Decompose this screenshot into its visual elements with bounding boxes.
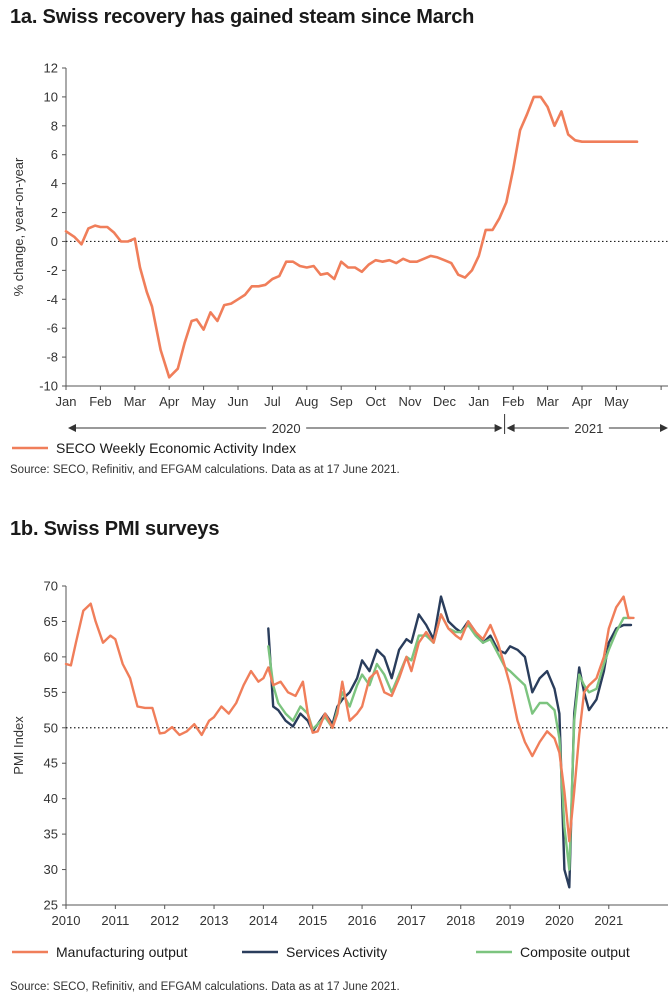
x-tick-label: Jun [228, 394, 249, 409]
arrow-right-icon [494, 424, 503, 432]
x-tick-label: Jan [468, 394, 489, 409]
legend-label: Manufacturing output [56, 944, 188, 960]
y-tick-label: -10 [39, 379, 58, 394]
legend-label: Composite output [520, 944, 630, 960]
x-tick-label: 2021 [594, 913, 623, 928]
y-tick-label: 10 [44, 89, 58, 104]
x-tick-label: 2020 [545, 913, 574, 928]
y-tick-label: -8 [46, 350, 58, 365]
arrow-right-icon [660, 424, 668, 432]
chart-1b-source: Source: SECO, Refinitiv, and EFGAM calcu… [10, 981, 400, 993]
y-tick-label: 25 [44, 898, 58, 913]
x-tick-label: 2013 [200, 913, 229, 928]
x-tick-label: Feb [502, 394, 524, 409]
series-line-services [267, 595, 633, 889]
year-label-bg [568, 420, 609, 436]
chart-1a-source: Source: SECO, Refinitiv, and EFGAM calcu… [10, 464, 400, 476]
y-tick-label: 4 [51, 176, 58, 191]
x-tick-label: 2011 [101, 913, 129, 928]
x-tick-label: May [191, 394, 216, 409]
x-tick-label: Jan [56, 394, 77, 409]
y-tick-label: 0 [51, 234, 58, 249]
y-axis-label: % change, year-on-year [11, 157, 26, 296]
x-tick-label: 2012 [150, 913, 179, 928]
y-tick-label: -6 [46, 321, 58, 336]
x-tick-label: Apr [572, 394, 593, 409]
y-tick-label: 65 [44, 614, 58, 629]
y-tick-label: 55 [44, 685, 58, 700]
x-tick-label: Feb [89, 394, 111, 409]
legend-label: Services Activity [286, 944, 387, 960]
chart-1a-title: 1a. Swiss recovery has gained steam sinc… [10, 6, 475, 28]
y-tick-label: 60 [44, 649, 58, 664]
y-tick-label: 35 [44, 827, 58, 842]
x-tick-label: Jul [264, 394, 281, 409]
series-line-manufacturing [64, 595, 635, 843]
legend-label: SECO Weekly Economic Activity Index [56, 440, 296, 456]
year-label-2020: 2020 [272, 421, 301, 436]
y-tick-label: 40 [44, 791, 58, 806]
x-tick-label: 2019 [496, 913, 525, 928]
series-line-seco [64, 95, 639, 379]
x-tick-label: Oct [365, 394, 386, 409]
x-tick-label: 2016 [348, 913, 377, 928]
y-tick-label: -4 [46, 292, 58, 307]
year-label-bg [266, 420, 307, 436]
x-tick-label: Nov [398, 394, 422, 409]
y-tick-label: 30 [44, 862, 58, 877]
y-tick-label: 70 [44, 579, 58, 594]
x-tick-label: 2014 [249, 913, 278, 928]
x-tick-label: 2017 [397, 913, 426, 928]
series-line-composite [267, 613, 633, 871]
y-tick-label: 50 [44, 720, 58, 735]
y-tick-label: -2 [46, 263, 58, 278]
x-tick-label: 2015 [298, 913, 327, 928]
x-tick-label: Apr [159, 394, 180, 409]
x-tick-label: Dec [433, 394, 457, 409]
year-label-2021: 2021 [574, 421, 603, 436]
arrow-left-icon [506, 424, 515, 432]
arrow-left-icon [68, 424, 76, 432]
x-tick-label: Mar [536, 394, 559, 409]
y-tick-label: 45 [44, 756, 58, 771]
x-tick-label: Aug [295, 394, 318, 409]
y-tick-label: 8 [51, 118, 58, 133]
x-tick-label: Sep [330, 394, 353, 409]
y-tick-label: 12 [44, 61, 58, 76]
x-tick-label: May [604, 394, 629, 409]
x-tick-label: 2018 [446, 913, 475, 928]
y-tick-label: 6 [51, 147, 58, 162]
chart-1b-title: 1b. Swiss PMI surveys [10, 518, 220, 540]
y-tick-label: 2 [51, 205, 58, 220]
y-axis-label: PMI Index [11, 716, 26, 775]
x-tick-label: 2010 [52, 913, 81, 928]
x-tick-label: Mar [124, 394, 147, 409]
